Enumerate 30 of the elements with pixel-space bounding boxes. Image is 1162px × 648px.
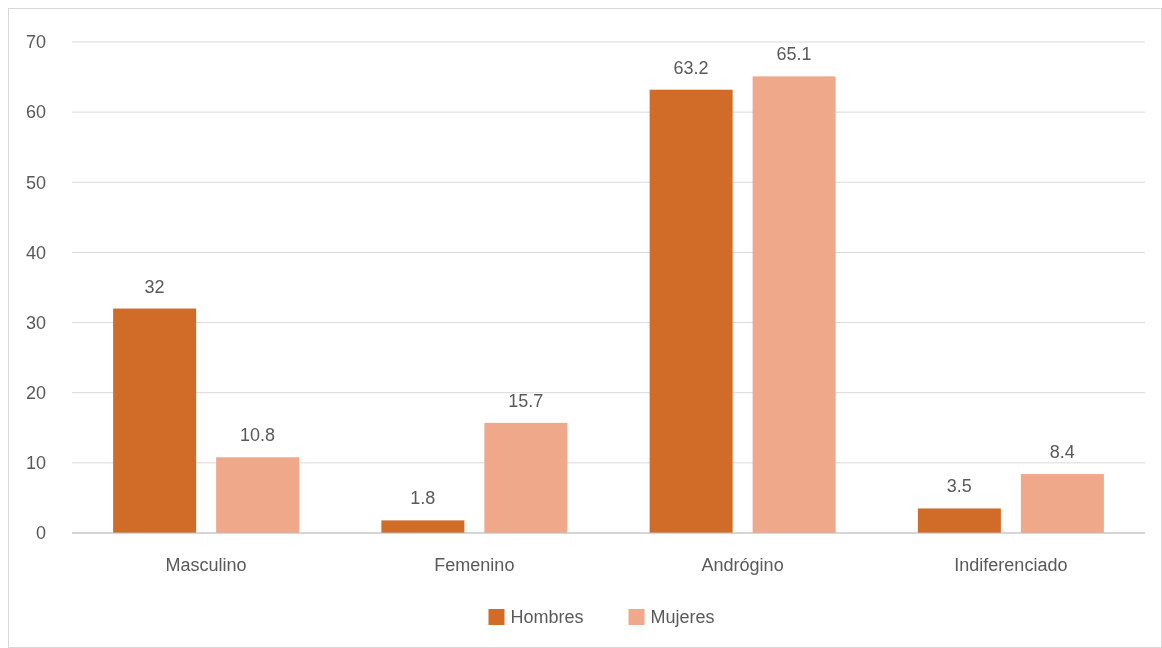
data-label: 32 [144, 276, 165, 297]
data-label: 8.4 [1049, 442, 1075, 463]
bar [484, 422, 568, 533]
x-tick-label: Andrógino [701, 555, 784, 575]
bar [1020, 474, 1104, 533]
bar [381, 520, 465, 533]
bar [752, 76, 836, 533]
y-tick-label: 10 [25, 453, 46, 474]
y-tick-label: 40 [25, 242, 46, 263]
data-label: 65.1 [776, 44, 812, 65]
bar [216, 457, 300, 533]
y-tick-label: 70 [25, 32, 46, 53]
y-tick-label: 20 [25, 383, 46, 404]
bar [649, 89, 733, 533]
y-tick-label: 50 [25, 172, 46, 193]
x-tick-label: Indiferenciado [954, 555, 1068, 575]
x-tick-label: Femenino [434, 555, 515, 575]
bar [917, 508, 1001, 533]
data-label: 10.8 [240, 425, 276, 446]
data-label: 3.5 [946, 476, 972, 497]
data-label: 15.7 [508, 390, 544, 411]
legend-label: Hombres [510, 607, 584, 628]
x-tick-label: Masculino [165, 555, 247, 575]
bar [113, 308, 197, 533]
data-label: 63.2 [673, 57, 709, 78]
y-tick-label: 0 [35, 523, 46, 544]
data-label: 1.8 [410, 488, 436, 509]
y-tick-label: 60 [25, 102, 46, 123]
legend-label: Mujeres [650, 607, 715, 628]
y-tick-label: 30 [25, 312, 46, 333]
